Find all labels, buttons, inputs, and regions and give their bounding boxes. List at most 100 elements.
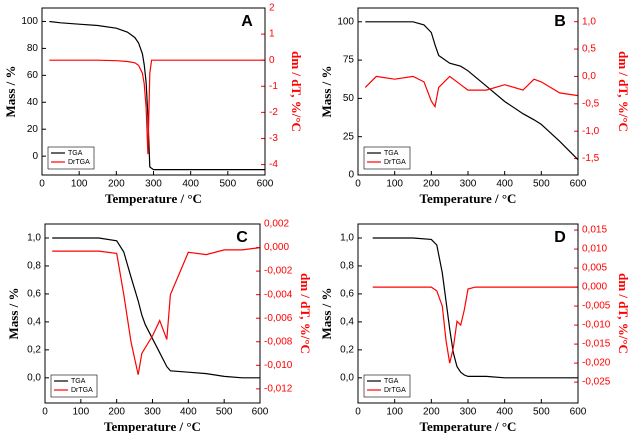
x-tick-label: 0 <box>355 179 361 190</box>
panel: 0 100 200 300 400 500 600 0,0 0,2 0,4 0,6 0,8 1,0 -0,… <box>6 219 313 433</box>
y2-tick-label: -0,008 <box>264 336 293 347</box>
panel-letter: A <box>241 13 253 30</box>
x-tick-label: 0 <box>39 179 45 190</box>
x-tick-label: 500 <box>533 179 550 190</box>
x-tick-label: 300 <box>460 407 477 418</box>
y-tick-label: 60 <box>27 70 39 81</box>
plot-frame <box>357 7 579 176</box>
y2-tick-label: -1 <box>269 81 278 92</box>
y2-tick-label: -0,005 <box>582 301 611 312</box>
y-tick-label: 0,6 <box>27 289 41 300</box>
panel: 0 100 200 300 400 500 600 0 20 40 60 80 100 -4 -3 -2 -1 0… <box>3 3 304 206</box>
panel: 0 100 200 300 400 500 600 0,0 0,2 0,4 0,6 0,8 1,0 -0,… <box>319 223 631 433</box>
x-tick-label: 200 <box>423 179 440 190</box>
legend-label: DrTGA <box>384 387 406 394</box>
data-line <box>52 247 261 375</box>
x-tick-label: 100 <box>72 407 89 418</box>
x-tick-label: 400 <box>496 407 513 418</box>
y-tick-label: 1,0 <box>340 233 354 244</box>
y2-tick-label: -0,5 <box>582 98 600 109</box>
y2-axis-label: dm / dT, %/°C <box>616 273 631 354</box>
y-tick-label: 0,4 <box>340 317 354 328</box>
y-tick-label: 100 <box>21 16 38 27</box>
y-tick-label: 0,6 <box>340 289 354 300</box>
y-axis-label: Mass / % <box>6 288 21 340</box>
data-line <box>49 20 265 171</box>
x-tick-label: 600 <box>570 407 587 418</box>
y2-tick-label: 0,010 <box>582 244 607 255</box>
legend-label: TGA <box>71 378 86 385</box>
data-line <box>372 237 578 379</box>
y2-tick-label: 0,002 <box>264 219 289 230</box>
y2-axis-label: dm / dT, %/°C <box>298 273 313 354</box>
plot-frame <box>41 7 266 176</box>
y2-tick-label: 0,015 <box>582 225 607 236</box>
x-tick-label: 500 <box>219 179 236 190</box>
data-line <box>52 237 260 379</box>
y-tick-label: 20 <box>27 124 39 135</box>
panel-letter: B <box>554 13 566 30</box>
y-tick-label: 0,0 <box>27 372 41 383</box>
x-tick-label: 400 <box>496 179 513 190</box>
x-tick-label: 100 <box>71 179 88 190</box>
y2-tick-label: -0,020 <box>582 358 611 369</box>
x-tick-label: 200 <box>108 179 125 190</box>
x-tick-label: 300 <box>144 407 161 418</box>
y-tick-label: 100 <box>337 16 354 27</box>
y2-tick-label: -0,012 <box>264 384 293 395</box>
y2-tick-label: 0,0 <box>582 71 596 82</box>
y2-tick-label: 0,5 <box>582 44 596 55</box>
x-axis-label: Temperature / °C <box>105 191 202 206</box>
panel-letter: C <box>236 229 248 246</box>
y2-axis-label: dm / dT, %/°C <box>616 51 631 132</box>
x-tick-label: 100 <box>386 179 403 190</box>
y-tick-label: 1,0 <box>27 233 41 244</box>
y-tick-label: 0,0 <box>340 372 354 383</box>
x-tick-label: 0 <box>42 407 48 418</box>
legend-label: DrTGA <box>68 159 90 166</box>
y-tick-label: 80 <box>27 43 39 54</box>
y2-tick-label: -0,015 <box>582 339 611 350</box>
y2-tick-label: 1 <box>269 29 275 40</box>
y-tick-label: 75 <box>343 55 355 66</box>
panel: 0 100 200 300 400 500 600 0 25 50 75 100 -1,5 -1,0 -0,… <box>319 7 631 206</box>
legend-label: TGA <box>384 150 399 157</box>
x-tick-label: 200 <box>108 407 125 418</box>
y2-tick-label: -0,025 <box>582 377 611 388</box>
y-tick-label: 0,8 <box>27 261 41 272</box>
y-axis-label: Mass / % <box>319 288 334 340</box>
data-line <box>365 21 579 161</box>
x-tick-label: 100 <box>386 407 403 418</box>
y-tick-label: 0,8 <box>340 261 354 272</box>
y2-tick-label: -1,5 <box>582 153 600 164</box>
y-tick-label: 0,4 <box>27 317 41 328</box>
legend-label: TGA <box>384 378 399 385</box>
y2-axis-label: dm / dT, %/°C <box>289 51 304 132</box>
x-tick-label: 400 <box>180 407 197 418</box>
y2-tick-label: 0,000 <box>582 282 607 293</box>
y2-tick-label: -3 <box>269 133 278 144</box>
y2-tick-label: -0,002 <box>264 266 293 277</box>
x-tick-label: 500 <box>533 407 550 418</box>
x-tick-label: 500 <box>216 407 233 418</box>
y-axis-label: Mass / % <box>3 66 18 118</box>
y2-tick-label: 1,0 <box>582 16 596 27</box>
y2-tick-label: -2 <box>269 107 278 118</box>
x-axis-label: Temperature / °C <box>420 419 517 433</box>
y-tick-label: 25 <box>343 131 355 142</box>
x-tick-label: 0 <box>355 407 361 418</box>
legend-label: DrTGA <box>384 159 406 166</box>
y-tick-label: 0,2 <box>340 345 354 356</box>
data-line <box>372 286 578 364</box>
y-tick-label: 0,2 <box>27 345 41 356</box>
data-line <box>49 59 265 155</box>
data-line <box>364 75 579 109</box>
x-axis-label: Temperature / °C <box>104 419 201 433</box>
y2-tick-label: -0,010 <box>264 360 293 371</box>
y-tick-label: 0 <box>348 170 354 181</box>
y2-tick-label: 2 <box>269 3 275 14</box>
y-axis-label: Mass / % <box>319 66 334 118</box>
x-tick-label: 600 <box>252 407 269 418</box>
x-tick-label: 200 <box>423 407 440 418</box>
panel-letter: D <box>554 229 566 246</box>
